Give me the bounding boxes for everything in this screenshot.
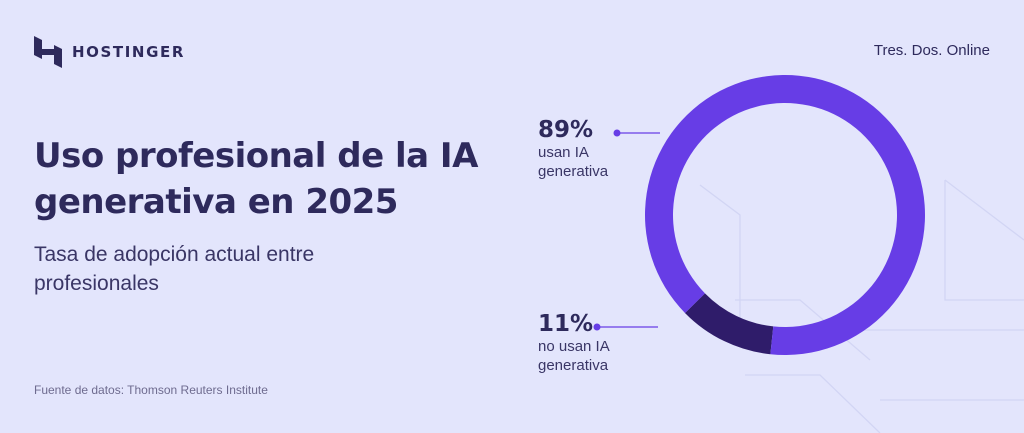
slice-text-usan: usan IA generativa — [538, 144, 609, 180]
hostinger-logo-icon — [34, 36, 62, 68]
slice-label-no-usan: 11% no usan IA generativa — [538, 311, 648, 375]
credit-text: Tres. Dos. Online — [873, 42, 990, 59]
connector-dot-usan — [613, 129, 621, 137]
connector-dot-no-usan — [593, 323, 601, 331]
donut-slice-no-usan — [684, 293, 774, 355]
brand-logo: HOSTINGER — [34, 36, 185, 68]
slice-text-no-usan: no usan IA generativa — [538, 338, 609, 374]
brand-name: HOSTINGER — [72, 43, 185, 61]
slice-value-no-usan: 11% — [538, 311, 594, 337]
slice-label-usan: 89% usan IA generativa — [538, 117, 648, 181]
page-subtitle: Tasa de adopción actual entre profesiona… — [34, 243, 315, 295]
data-source: Fuente de datos: Thomson Reuters Institu… — [34, 383, 268, 397]
slice-value-usan: 89% — [538, 117, 594, 143]
page-title: Uso profesional de la IA generativa en 2… — [34, 136, 478, 222]
